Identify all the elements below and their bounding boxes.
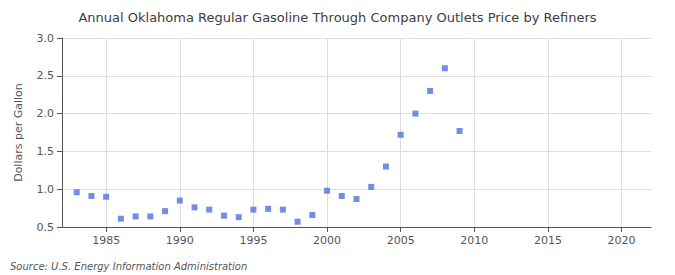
svg-text:Dollars per Gallon: Dollars per Gallon (12, 83, 25, 182)
svg-text:0.5: 0.5 (37, 221, 55, 234)
svg-text:1.5: 1.5 (37, 145, 55, 158)
svg-text:Annual Oklahoma Regular Gasoli: Annual Oklahoma Regular Gasoline Through… (78, 10, 596, 25)
svg-text:2.0: 2.0 (37, 107, 55, 120)
svg-text:1990: 1990 (166, 234, 194, 247)
svg-text:Source: U.S. Energy Informatio: Source: U.S. Energy Information Administ… (10, 261, 247, 272)
svg-text:2020: 2020 (608, 234, 636, 247)
svg-text:2005: 2005 (387, 234, 415, 247)
svg-text:2.5: 2.5 (37, 69, 55, 82)
svg-text:2010: 2010 (460, 234, 488, 247)
svg-text:3.0: 3.0 (37, 32, 55, 45)
svg-text:1985: 1985 (92, 234, 120, 247)
svg-text:1995: 1995 (239, 234, 267, 247)
svg-text:1.0: 1.0 (37, 183, 55, 196)
svg-text:2015: 2015 (534, 234, 562, 247)
svg-text:2000: 2000 (313, 234, 341, 247)
